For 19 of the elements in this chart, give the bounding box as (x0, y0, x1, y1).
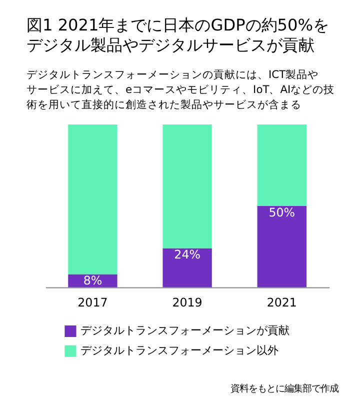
x-tick-label: 2021 (266, 296, 297, 310)
bar (257, 206, 306, 288)
bar (162, 248, 212, 288)
bar (68, 124, 118, 274)
bar (162, 124, 212, 248)
data-label: 8% (83, 274, 102, 288)
data-label: 24% (174, 248, 200, 262)
legend-label: デジタルトランスフォーメーションが貢献 (80, 324, 290, 338)
text: 術を用いて直接的に創造された製品やサービスが含まる (26, 98, 302, 112)
text: デジタル製品やデジタルサービスが貢献 (26, 35, 314, 54)
text: 図1 2021年までに日本のGDPの約50%を (26, 16, 330, 35)
text: デジタルトランスフォーメーションの貢献には、ICT製品や (26, 68, 319, 81)
legend-label: デジタルトランスフォーメーション以外 (80, 344, 278, 357)
x-tick-label: 2017 (78, 296, 108, 310)
x-tick-label: 2019 (172, 296, 202, 310)
text: 資料をもとに編集部で作成 (230, 383, 339, 394)
bar (257, 124, 306, 206)
text: サービスに加えて、eコマースやモビリティ、IoT、AIなどの技 (26, 83, 335, 96)
data-label: 50% (268, 205, 296, 220)
